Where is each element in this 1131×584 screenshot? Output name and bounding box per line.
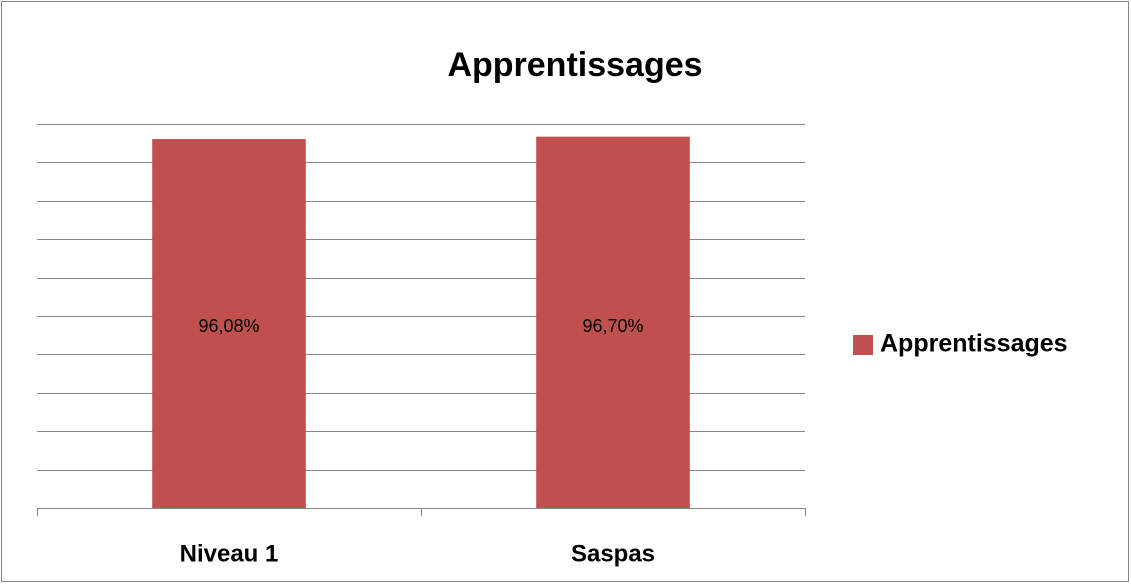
legend-swatch — [853, 335, 873, 355]
bar — [152, 139, 306, 508]
chart-title: Apprentissages — [447, 46, 702, 84]
data-label: 96,08% — [198, 316, 259, 336]
x-tick-label: Niveau 1 — [180, 540, 279, 567]
bar — [536, 136, 690, 508]
legend-label: Apprentissages — [880, 330, 1068, 358]
data-label: 96,70% — [582, 316, 643, 336]
x-tick-label: Saspas — [571, 540, 655, 567]
